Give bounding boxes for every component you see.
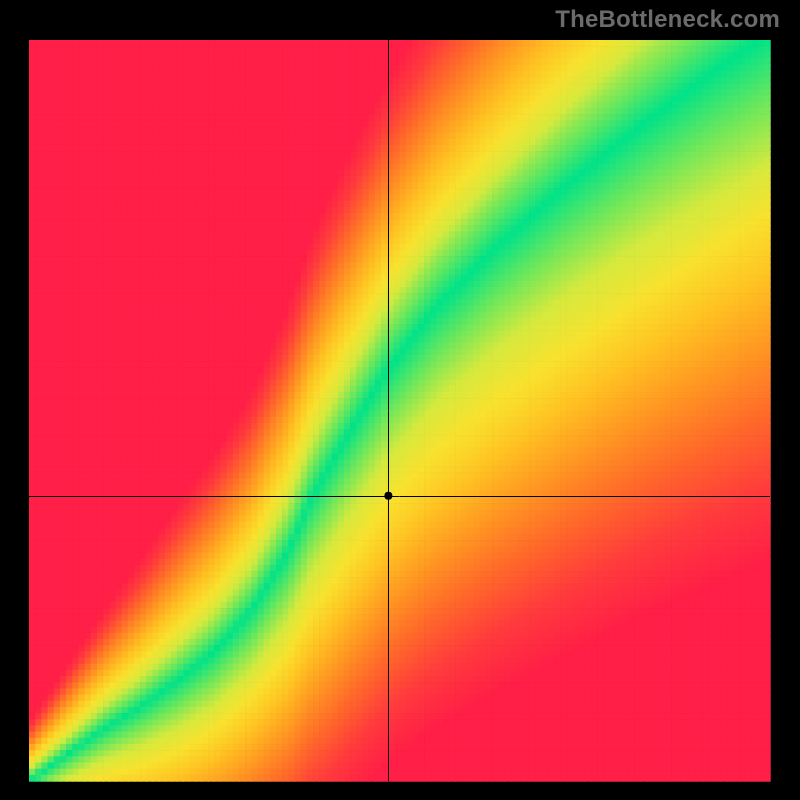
bottleneck-heatmap xyxy=(0,0,800,800)
chart-root: TheBottleneck.com xyxy=(0,0,800,800)
watermark: TheBottleneck.com xyxy=(555,6,780,34)
